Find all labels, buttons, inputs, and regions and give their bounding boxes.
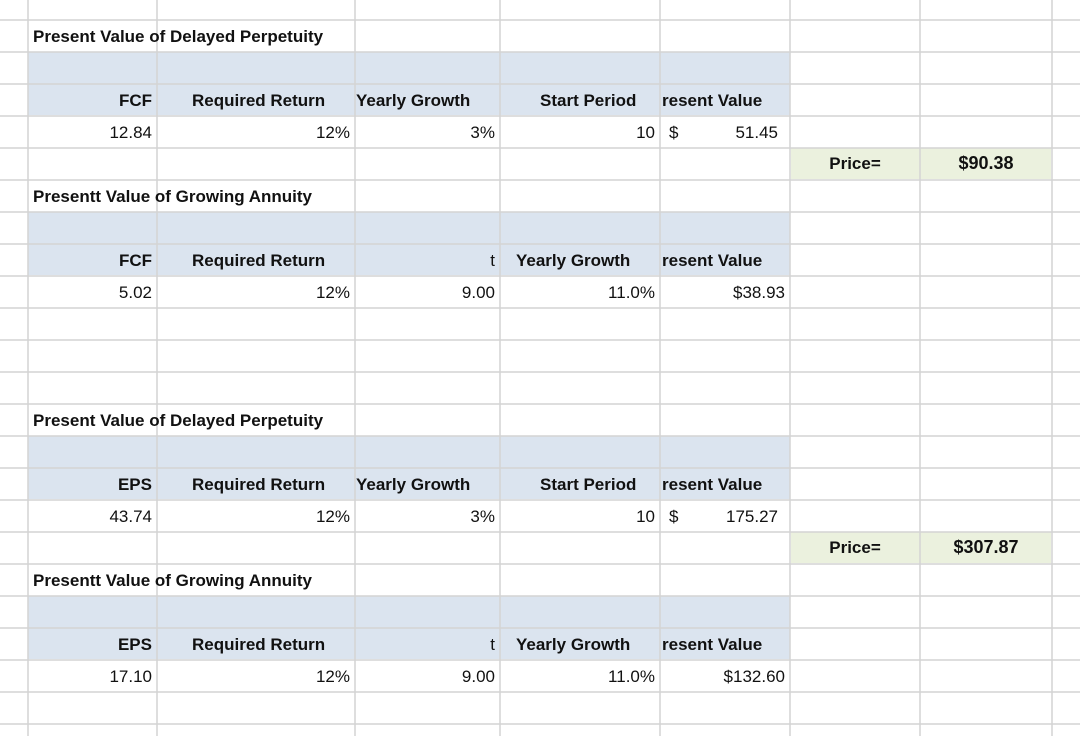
cell-fcf[interactable]: 5.02	[118, 283, 152, 302]
cell-yearly-growth[interactable]: 3%	[470, 507, 495, 526]
header-yearly-growth: Yearly Growth	[356, 91, 471, 110]
cell-yearly-growth[interactable]: 3%	[470, 123, 495, 142]
cell-eps[interactable]: 17.10	[109, 667, 152, 686]
cell-currency-symbol: $	[669, 123, 679, 142]
price-cell-bg-1	[791, 148, 1051, 179]
cell-fcf[interactable]: 12.84	[109, 123, 152, 142]
price-value[interactable]: $90.38	[958, 153, 1014, 173]
cell-required-return[interactable]: 12%	[315, 123, 350, 142]
header-fcf: FCF	[118, 91, 152, 110]
price-cell-bg-2	[791, 532, 1051, 563]
cell-t[interactable]: 9.00	[461, 283, 495, 302]
header-required-return: Required Return	[192, 251, 326, 270]
header-fcf: FCF	[118, 251, 152, 270]
header-required-return: Required Return	[192, 91, 326, 110]
price-value[interactable]: $307.87	[953, 537, 1019, 557]
section-title: Present Value of Delayed Perpetuity	[33, 27, 324, 46]
cell-required-return[interactable]: 12%	[315, 507, 350, 526]
cell-present-value[interactable]: 51.45	[735, 123, 778, 142]
header-present-value: resent Value	[662, 475, 763, 494]
cell-start-period[interactable]: 10	[636, 507, 655, 526]
section-title: Present Value of Delayed Perpetuity	[33, 411, 324, 430]
cell-currency-symbol: $	[669, 507, 679, 526]
price-label: Price=	[829, 154, 881, 173]
section-title: Presentt Value of Growing Annuity	[33, 571, 312, 590]
cell-yearly-growth[interactable]: 11.0%	[608, 667, 655, 686]
header-yearly-growth: Yearly Growth	[516, 635, 631, 654]
header-eps: EPS	[117, 475, 152, 494]
section-title: Presentt Value of Growing Annuity	[33, 187, 312, 206]
header-present-value: resent Value	[662, 635, 763, 654]
cell-required-return[interactable]: 12%	[315, 283, 350, 302]
header-yearly-growth: Yearly Growth	[516, 251, 631, 270]
header-required-return: Required Return	[192, 635, 326, 654]
cell-present-value[interactable]: 175.27	[726, 507, 778, 526]
header-start-period: Start Period	[540, 91, 637, 110]
header-present-value: resent Value	[662, 251, 763, 270]
cell-present-value[interactable]: $38.93	[733, 283, 785, 302]
cell-yearly-growth[interactable]: 11.0%	[608, 283, 655, 302]
header-t: t	[490, 251, 495, 270]
header-eps: EPS	[117, 635, 152, 654]
header-start-period: Start Period	[540, 475, 637, 494]
price-label: Price=	[829, 538, 881, 557]
header-present-value: resent Value	[662, 91, 763, 110]
header-yearly-growth: Yearly Growth	[356, 475, 471, 494]
header-required-return: Required Return	[192, 475, 326, 494]
cell-start-period[interactable]: 10	[636, 123, 655, 142]
header-t: t	[490, 635, 495, 654]
cell-present-value[interactable]: $132.60	[723, 667, 785, 686]
cell-t[interactable]: 9.00	[461, 667, 495, 686]
cell-required-return[interactable]: 12%	[315, 667, 350, 686]
cell-eps[interactable]: 43.74	[109, 507, 152, 526]
